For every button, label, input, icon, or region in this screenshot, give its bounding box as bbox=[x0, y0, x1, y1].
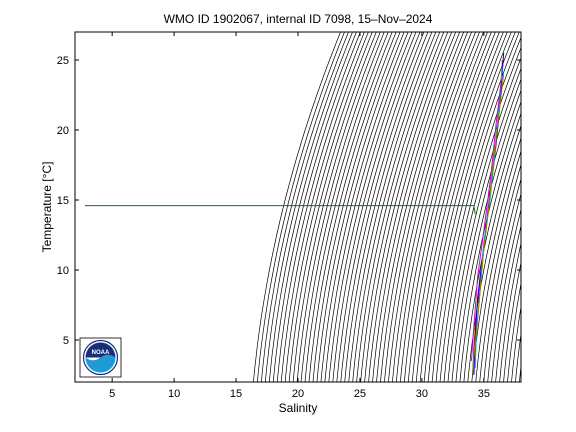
density-isopleth bbox=[483, 177, 521, 382]
density-isopleth bbox=[403, 32, 492, 382]
density-isopleth bbox=[364, 32, 453, 382]
density-isopleth bbox=[344, 32, 433, 382]
density-isopleth bbox=[471, 136, 521, 382]
logo-water bbox=[85, 354, 116, 373]
density-isopleth bbox=[292, 32, 381, 382]
density-isopleth bbox=[332, 32, 421, 382]
density-isopleth bbox=[312, 32, 401, 382]
density-isopleth bbox=[519, 363, 521, 382]
density-isopleth bbox=[324, 32, 413, 382]
density-isopleth bbox=[380, 32, 468, 382]
noaa-logo: NOAA bbox=[79, 337, 122, 378]
density-isopleth bbox=[515, 331, 521, 382]
density-isopleth bbox=[276, 32, 365, 382]
density-isopleth bbox=[264, 32, 353, 382]
logo-sky bbox=[85, 342, 116, 358]
density-isopleth bbox=[296, 32, 385, 382]
density-isopleth bbox=[511, 304, 521, 382]
density-isopleth bbox=[336, 32, 425, 382]
density-isopleth bbox=[427, 32, 516, 382]
density-isopleth bbox=[475, 149, 521, 382]
density-isopleth bbox=[257, 32, 345, 382]
density-isopleth bbox=[451, 78, 521, 382]
density-isopleth bbox=[300, 32, 389, 382]
density-isopleth bbox=[487, 192, 521, 382]
density-isopleth bbox=[395, 32, 484, 382]
y-tick-label: 15 bbox=[57, 195, 69, 207]
density-isopleth bbox=[531, 32, 576, 382]
density-isopleth bbox=[479, 163, 521, 382]
x-tick-label: 35 bbox=[478, 388, 490, 400]
density-isopleth bbox=[268, 32, 357, 382]
density-isopleth bbox=[356, 32, 445, 382]
chart-title: WMO ID 1902067, internal ID 7098, 15–Nov… bbox=[164, 12, 433, 26]
y-axis-label: Temperature [°C] bbox=[40, 162, 54, 253]
density-isopleth bbox=[348, 32, 437, 382]
density-isopleth bbox=[439, 46, 521, 382]
density-isopleth bbox=[320, 32, 409, 382]
density-isopleth bbox=[384, 32, 472, 382]
density-isopleth bbox=[495, 224, 521, 382]
density-isopleth bbox=[272, 32, 361, 382]
series-line bbox=[470, 80, 502, 362]
density-isopleth bbox=[423, 32, 512, 382]
x-tick-label: 5 bbox=[109, 388, 115, 400]
density-isopleth bbox=[352, 32, 441, 382]
x-axis-ticks: 5 10 15 20 25 30 35 bbox=[109, 32, 490, 400]
x-tick-label: 15 bbox=[230, 388, 242, 400]
density-isopleth bbox=[491, 207, 521, 382]
x-axis-label: Salinity bbox=[279, 401, 318, 415]
density-isopleth bbox=[407, 32, 496, 382]
density-isopleth bbox=[280, 32, 369, 382]
density-isopleth bbox=[328, 32, 417, 382]
density-isopleth bbox=[399, 32, 488, 382]
density-isopleth bbox=[459, 100, 521, 382]
y-tick-label: 25 bbox=[57, 55, 69, 67]
density-isopleth bbox=[392, 32, 480, 382]
density-isopleth bbox=[304, 32, 393, 382]
density-isopleth bbox=[316, 32, 405, 382]
x-tick-label: 10 bbox=[168, 388, 180, 400]
density-isopleth bbox=[372, 32, 461, 382]
density-isopleth bbox=[419, 32, 508, 382]
density-isopleth bbox=[288, 32, 377, 382]
density-isopleth bbox=[368, 32, 457, 382]
density-isopleth bbox=[527, 32, 576, 382]
density-isopleth bbox=[447, 67, 521, 382]
x-tick-label: 20 bbox=[292, 388, 304, 400]
profile-series bbox=[84, 52, 505, 376]
density-isopleth bbox=[539, 32, 576, 382]
density-isopleth bbox=[467, 124, 521, 382]
density-isopleth bbox=[507, 281, 521, 382]
x-tick-label: 25 bbox=[354, 388, 366, 400]
density-isopleth bbox=[523, 32, 576, 382]
density-isopleth bbox=[431, 32, 520, 382]
density-isopleth bbox=[284, 32, 373, 382]
density-isopleth bbox=[260, 32, 349, 382]
series-line bbox=[84, 205, 476, 215]
density-isopleth bbox=[308, 32, 397, 382]
density-isopleth bbox=[253, 32, 341, 382]
density-isopleth bbox=[503, 260, 521, 382]
density-isopleth bbox=[463, 112, 521, 382]
y-tick-label: 20 bbox=[57, 125, 69, 137]
density-isopleth bbox=[376, 32, 465, 382]
density-isopleth bbox=[340, 32, 429, 382]
density-isopleth bbox=[388, 32, 476, 382]
density-isopleth bbox=[411, 32, 500, 382]
density-isopleth bbox=[415, 32, 504, 382]
x-tick-label: 30 bbox=[416, 388, 428, 400]
y-axis-ticks: 5 10 15 20 25 bbox=[57, 55, 521, 347]
logo-text: NOAA bbox=[92, 350, 110, 356]
series-line bbox=[472, 73, 505, 371]
density-isopleth bbox=[360, 32, 449, 382]
y-tick-label: 5 bbox=[63, 335, 69, 347]
density-isopleth bbox=[499, 241, 521, 382]
y-tick-label: 10 bbox=[57, 265, 69, 277]
density-isopleth bbox=[535, 32, 576, 382]
density-isopleths bbox=[253, 32, 576, 382]
